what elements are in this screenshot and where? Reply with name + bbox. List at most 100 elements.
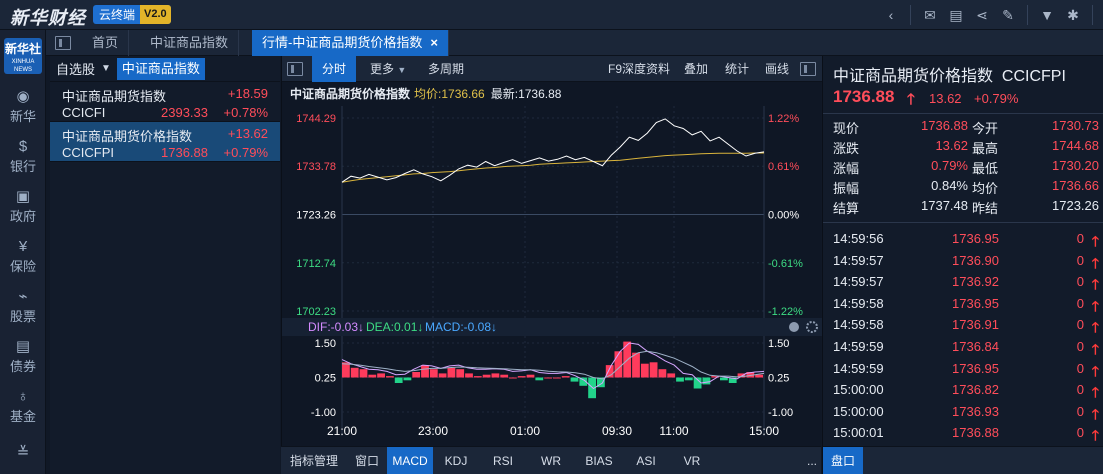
chevron-left-icon[interactable]: ‹	[888, 7, 894, 23]
tick-time: 15:00:01	[833, 425, 884, 441]
tick-time: 15:00:00	[833, 403, 884, 419]
timeshare-button[interactable]: 分时	[312, 56, 357, 82]
f9-deep-data-button[interactable]: F9深度资料	[608, 62, 671, 76]
xinhua-logo[interactable]: 新华社 XINHUA NEWS	[4, 38, 42, 74]
last-price-line	[341, 118, 765, 183]
chart-toolbar: 分时 更多 ▼ 多周期 F9深度资料 叠加 统计 画线	[282, 56, 822, 82]
tick-price: 1736.82	[952, 382, 999, 398]
macd-histogram-bar	[535, 377, 544, 381]
macd-histogram-bar	[421, 365, 429, 378]
indicator-tab[interactable]: VR	[683, 454, 701, 468]
quote-stat-row: 振幅 0.84% 均价 1736.66	[823, 178, 1103, 198]
tick-time: 14:59:59	[833, 339, 884, 354]
order-book-tab[interactable]: 盘口	[823, 447, 864, 474]
tick-row: 14:59:56 1736.95 0 🡑	[823, 231, 1103, 253]
watchlist-group-tag[interactable]: 中证商品指数	[116, 57, 205, 80]
macd-histogram-bar	[605, 365, 614, 378]
overlay-button[interactable]: 叠加	[684, 62, 709, 76]
price-chart-canvas[interactable]: 1744.29 1.22% 1733.78 0.61% 1723.26 0.00% 1712…	[282, 56, 822, 446]
quote-stat-row: 结算 1737.48 昨结 1723.26	[823, 198, 1103, 218]
bank-icon: $	[18, 138, 28, 155]
macd-histogram-bar	[359, 369, 368, 378]
indicator-tab[interactable]: KDJ	[444, 454, 468, 468]
mail-icon[interactable]: ✉	[924, 6, 936, 23]
shirt-icon[interactable]: ▼	[1040, 7, 1054, 23]
macd-histogram-bar	[667, 373, 676, 378]
security-code: CCICFPI	[62, 145, 114, 160]
watchlist-row[interactable]: 中证商品期货指数 +18.59 CCICFI 2393.33 +0.78%	[50, 82, 280, 122]
divider	[1027, 5, 1028, 25]
indicator-tab[interactable]: RSI	[492, 454, 513, 468]
percent-axis-tick: 1.22%	[768, 113, 799, 125]
quote-percent: +0.79%	[974, 91, 1019, 106]
toggle-panel-icon[interactable]	[287, 62, 303, 76]
up-arrow-icon: 🡑	[1091, 341, 1099, 357]
chevron-down-icon[interactable]: ▼	[101, 63, 111, 74]
rail-item-label: 债券	[9, 359, 36, 374]
tab-quote-active[interactable]: 行情-中证商品期货价格指数 ×	[252, 30, 449, 56]
tick-row: 14:59:58 1736.95 0 🡑	[823, 296, 1103, 318]
indicator-settings-icon[interactable]	[806, 321, 818, 333]
macd-axis-tick-right: 0.25	[768, 373, 789, 385]
watchlist-header: 自选股 ▼ 中证商品指数	[50, 56, 280, 82]
stat-label: 今开	[972, 121, 999, 136]
scroll-down-icon[interactable]: ≚	[16, 444, 30, 461]
tab-commodity-index[interactable]: 中证商品指数	[140, 30, 240, 56]
more-button[interactable]: 更多 ▼	[370, 56, 406, 82]
stat-label: 涨幅	[833, 161, 860, 176]
rail-item-news[interactable]: ◉ 新华	[0, 88, 46, 125]
indicator-tab[interactable]: WR	[541, 454, 561, 468]
statistics-button[interactable]: 统计	[725, 62, 750, 76]
multi-period-button[interactable]: 多周期	[428, 62, 465, 76]
rail-item-bond[interactable]: ▤ 债券	[0, 338, 46, 375]
rail-item-bank[interactable]: $ 银行	[0, 138, 46, 175]
title-bar: 新华财经 云终端 V2.0 ‹ ✉ ▤ ⋖ ✎ ▼ ✱ ✕	[0, 0, 1103, 30]
tab-bar: 首页 中证商品指数 行情-中证商品期货价格指数 ×	[46, 30, 1103, 56]
watchlist-selector[interactable]: 自选股	[56, 62, 96, 77]
tab-home[interactable]: 首页	[82, 30, 130, 56]
stat-label: 现价	[833, 121, 860, 136]
dea-line	[341, 350, 765, 380]
up-arrow-icon: 🡑	[1091, 384, 1099, 401]
macd-histogram-bar	[350, 367, 359, 378]
close-icon[interactable]: ✕	[1099, 0, 1103, 30]
rail-item-government[interactable]: ▣ 政府	[0, 188, 46, 225]
chart-panel: 1744.29 1.22% 1733.78 0.61% 1723.26 0.00% 1712…	[281, 56, 822, 474]
indicator-tab[interactable]: 指标管理	[289, 454, 338, 468]
tick-volume: 0	[1076, 339, 1084, 354]
indicator-tab[interactable]: MACD	[387, 447, 433, 474]
macd-histogram-bar	[544, 377, 552, 379]
indicator-tab[interactable]: ...	[806, 454, 817, 468]
toggle-right-panel-icon[interactable]	[800, 62, 816, 76]
draw-line-button[interactable]: 画线	[765, 62, 790, 76]
quote-bottom-bar: 盘口	[823, 446, 1103, 474]
share-icon[interactable]: ⋖	[976, 6, 988, 23]
rail-item-insurance[interactable]: ¥ 保险	[0, 238, 46, 275]
rail-item-stock[interactable]: ⌁ 股票	[0, 288, 46, 325]
indicator-tab[interactable]: 窗口	[354, 454, 379, 468]
stat-label: 昨结	[972, 201, 999, 216]
tick-volume: 0	[1076, 382, 1084, 398]
stat-label: 最高	[972, 141, 999, 156]
percent-axis-tick: -0.61%	[768, 258, 803, 270]
rail-item-fund[interactable]: ♁ 基金	[0, 388, 46, 425]
indicator-tab[interactable]: BIAS	[585, 454, 613, 468]
gear-icon[interactable]: ✱	[1067, 6, 1079, 23]
tools-icon[interactable]: ✎	[1002, 6, 1014, 23]
close-tab-icon[interactable]: ×	[430, 35, 438, 50]
macd-dea-readout: DEA:0.01↓	[366, 320, 423, 334]
watchlist-row[interactable]: 中证商品期货价格指数 +13.62 CCICFPI 1736.88 +0.79%	[50, 122, 280, 162]
tick-volume: 0	[1076, 425, 1084, 441]
macd-axis-tick: 1.50	[315, 338, 336, 350]
macd-histogram-bar	[755, 374, 763, 378]
chat-icon[interactable]: ▤	[949, 6, 963, 23]
macd-histogram-bar	[394, 377, 403, 383]
indicator-tab[interactable]: ASI	[636, 454, 656, 468]
up-arrow-icon: 🡑	[1091, 362, 1099, 379]
time-axis-tick: 09:30	[602, 424, 632, 438]
quote-last-price: 1736.88	[833, 87, 895, 106]
toggle-sidebar-icon[interactable]	[55, 36, 71, 50]
tick-time: 14:59:59	[833, 360, 884, 376]
macd-histogram-bar	[553, 377, 561, 379]
close-indicator-icon[interactable]	[789, 322, 799, 332]
